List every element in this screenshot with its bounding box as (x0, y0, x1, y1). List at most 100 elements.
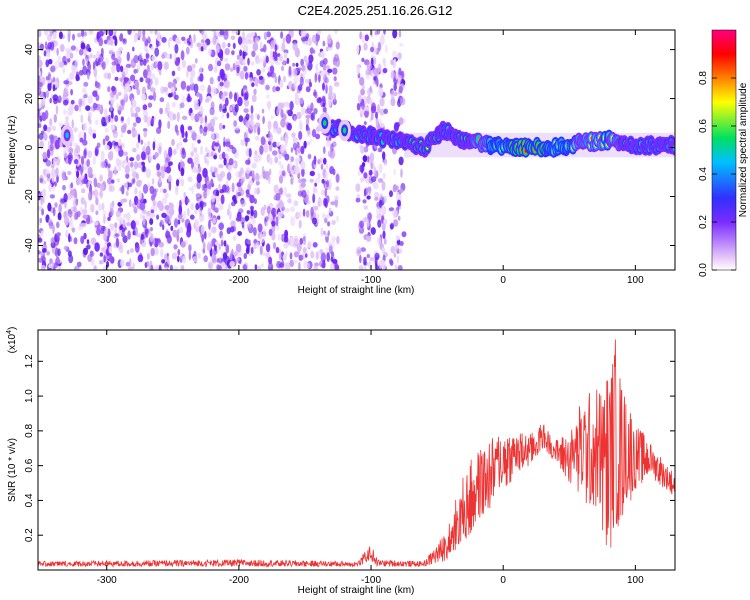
heatmap-cell (229, 226, 235, 233)
heatmap-cell (225, 180, 229, 187)
heatmap-cell (173, 53, 177, 62)
heatmap-cell (368, 187, 372, 195)
heatmap-cell (82, 139, 88, 146)
heatmap-cell (56, 221, 60, 229)
heatmap-cell (364, 106, 369, 111)
heatmap-cell (207, 207, 212, 217)
heatmap-cell (306, 130, 312, 138)
heatmap-cell (115, 237, 120, 248)
heatmap-cell (181, 130, 185, 138)
heatmap-cell (156, 214, 160, 220)
heatmap-cell (54, 202, 58, 208)
heatmap-cell (122, 38, 127, 45)
heatmap-cell (399, 240, 404, 246)
heatmap-cell (42, 168, 47, 176)
heatmap-cell (267, 103, 271, 111)
heatmap-cell (325, 84, 328, 95)
heatmap-cell (49, 258, 53, 264)
heatmap-cell (170, 225, 174, 231)
heatmap-cell (313, 89, 317, 96)
heatmap-cell (399, 188, 404, 193)
heatmap-cell (398, 156, 404, 166)
heatmap-cell (190, 203, 194, 211)
heatmap-cell (176, 255, 180, 263)
heatmap-cell (130, 161, 134, 168)
heatmap-cell (398, 248, 403, 254)
heatmap-cell (229, 260, 235, 268)
heatmap-cell (300, 178, 307, 183)
heatmap-cell (115, 210, 121, 218)
heatmap-cell (358, 265, 364, 270)
heatmap-cell (98, 37, 104, 47)
heatmap-cell (40, 230, 44, 237)
heatmap-cell (114, 147, 120, 152)
heatmap-cell (310, 102, 314, 112)
heatmap-cell (178, 205, 183, 215)
heatmap-cell (356, 64, 360, 75)
heatmap-cell (173, 244, 178, 250)
heatmap-cell (76, 170, 80, 178)
heatmap-cell (243, 44, 249, 53)
heatmap-cell (218, 164, 224, 169)
heatmap-cell (176, 111, 180, 122)
heatmap-cell (195, 202, 200, 211)
heatmap-cell (107, 72, 112, 80)
heatmap-cell (214, 207, 219, 214)
heatmap-cell (257, 223, 263, 233)
heatmap-cell (158, 264, 162, 270)
heatmap-cell (67, 80, 73, 86)
heatmap-cell (238, 185, 243, 193)
heatmap-cell (271, 220, 276, 227)
heatmap-cell (175, 185, 179, 196)
heatmap-cell (87, 72, 90, 80)
heatmap-cell (394, 91, 398, 96)
heatmap-cell (290, 156, 295, 163)
heatmap-cell (246, 210, 251, 215)
heatmap-cell (39, 43, 45, 51)
heatmap-cell (114, 222, 118, 229)
heatmap-cell (240, 139, 246, 146)
heatmap-cell (180, 50, 185, 61)
heatmap-cell (243, 65, 248, 72)
heatmap-cell (320, 227, 324, 237)
heatmap-cell (130, 58, 136, 69)
heatmap-cell (370, 176, 377, 183)
heatmap-cell (211, 86, 217, 96)
heatmap-cell (140, 233, 144, 240)
heatmap-cell (230, 35, 236, 41)
heatmap-cell (201, 30, 204, 35)
heatmap-cell (151, 178, 155, 185)
heatmap-cell (164, 107, 168, 115)
heatmap-cell (279, 79, 284, 88)
heatmap-cell (226, 171, 232, 181)
heatmap-cell (233, 92, 238, 103)
heatmap-cell (95, 119, 99, 126)
heatmap-cell (379, 264, 382, 269)
heatmap-cell (321, 178, 325, 184)
heatmap-cell (129, 248, 135, 253)
heatmap-cell (63, 80, 69, 85)
heatmap-cell (203, 190, 207, 199)
heatmap-cell (271, 207, 277, 218)
heatmap-cell (178, 226, 184, 234)
heatmap-cell (164, 192, 169, 199)
heatmap-cell (165, 230, 171, 239)
heatmap-cell (220, 239, 224, 247)
heatmap-cell (70, 206, 74, 212)
heatmap-cell (374, 191, 380, 198)
heatmap-cell (224, 255, 230, 266)
heatmap-cell (150, 247, 155, 257)
heatmap-cell (223, 240, 227, 247)
heatmap-cell (336, 215, 339, 223)
heatmap-cell (379, 193, 384, 201)
heatmap-cell (167, 161, 173, 167)
heatmap-cell (198, 166, 202, 173)
heatmap-cell (161, 212, 167, 218)
heatmap-cell (286, 109, 291, 115)
heatmap-cell (231, 30, 237, 34)
heatmap-cell (49, 97, 52, 104)
heatmap-cell (47, 202, 52, 212)
heatmap-cell (107, 216, 111, 221)
heatmap-cell (149, 185, 155, 195)
heatmap-cell (39, 140, 44, 149)
